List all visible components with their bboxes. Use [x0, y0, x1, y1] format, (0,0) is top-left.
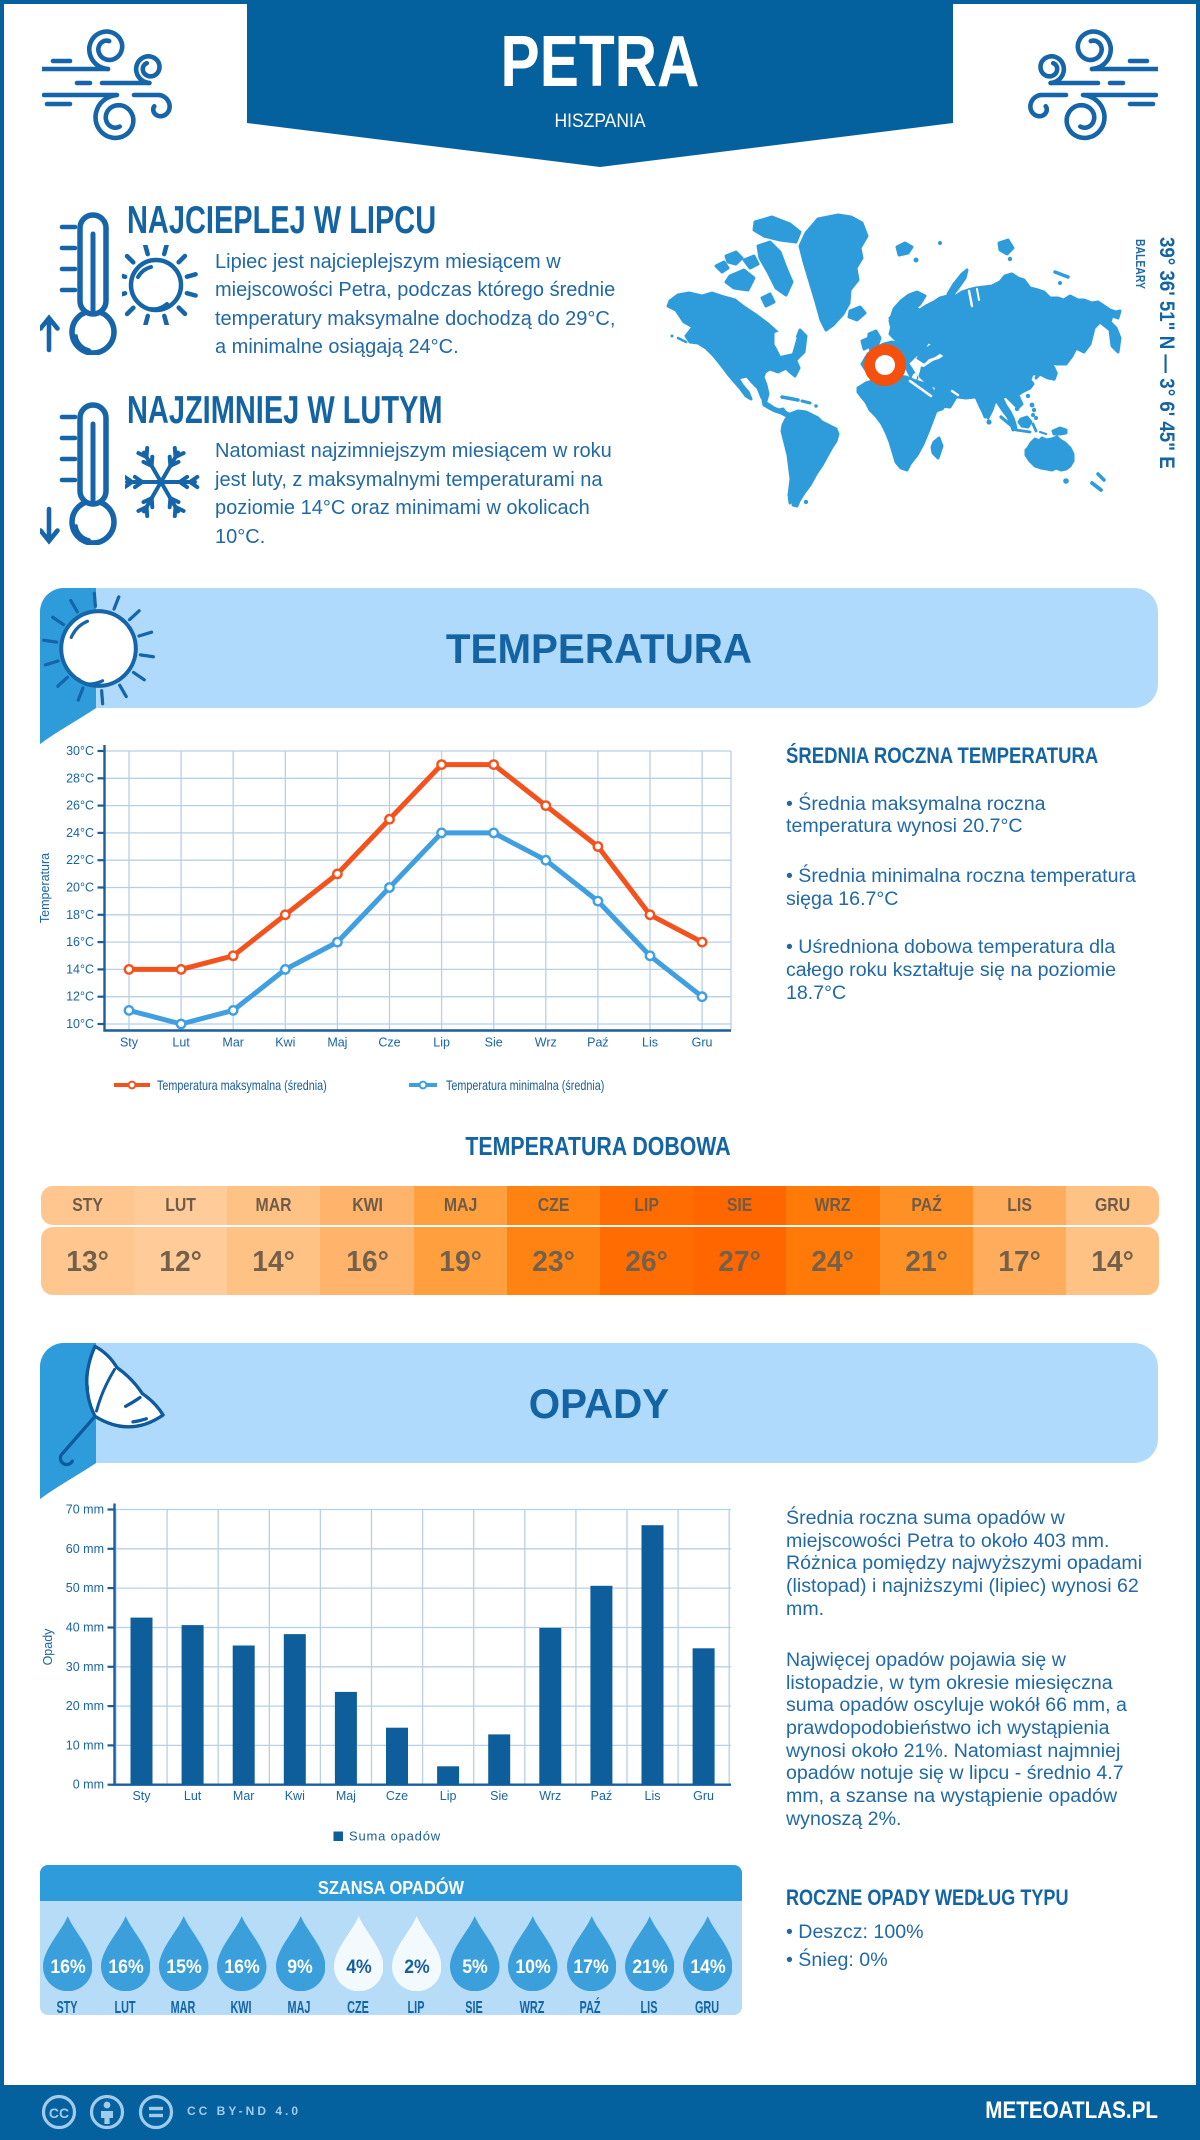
svg-text:Lip: Lip	[433, 1036, 450, 1050]
svg-text:CC: CC	[49, 2105, 69, 2121]
svg-text:Sie: Sie	[485, 1036, 503, 1050]
svg-text:50 mm: 50 mm	[66, 1581, 104, 1595]
svg-text:Lut: Lut	[184, 1789, 202, 1803]
svg-text:Lis: Lis	[645, 1789, 661, 1803]
svg-text:28°C: 28°C	[66, 771, 94, 785]
svg-text:16°C: 16°C	[66, 935, 94, 949]
svg-text:Gru: Gru	[693, 1789, 714, 1803]
svg-text:Cze: Cze	[378, 1036, 400, 1050]
svg-text:Mar: Mar	[222, 1036, 244, 1050]
svg-text:METEOATLAS.PL: METEOATLAS.PL	[985, 2097, 1158, 2124]
svg-text:Kwi: Kwi	[275, 1036, 295, 1050]
svg-text:Wrz: Wrz	[539, 1789, 561, 1803]
svg-text:Kwi: Kwi	[285, 1789, 305, 1803]
svg-text:CC BY-ND 4.0: CC BY-ND 4.0	[187, 2104, 301, 2118]
svg-text:Maj: Maj	[336, 1789, 356, 1803]
svg-text:Opady: Opady	[41, 1628, 55, 1666]
svg-text:Paź: Paź	[587, 1036, 609, 1050]
svg-text:30°C: 30°C	[66, 744, 94, 758]
svg-text:Sty: Sty	[120, 1036, 139, 1050]
svg-text:Temperatura: Temperatura	[38, 853, 52, 923]
svg-text:70 mm: 70 mm	[66, 1503, 104, 1517]
svg-text:Temperatura minimalna (średnia: Temperatura minimalna (średnia)	[446, 1078, 604, 1093]
svg-text:24°C: 24°C	[66, 826, 94, 840]
svg-text:Wrz: Wrz	[535, 1036, 557, 1050]
svg-text:Mar: Mar	[233, 1789, 255, 1803]
svg-text:Lut: Lut	[172, 1036, 190, 1050]
svg-text:Gru: Gru	[692, 1036, 713, 1050]
svg-text:0 mm: 0 mm	[73, 1778, 104, 1792]
svg-text:Maj: Maj	[327, 1036, 347, 1050]
svg-text:Cze: Cze	[386, 1789, 408, 1803]
svg-text:Lip: Lip	[440, 1789, 457, 1803]
svg-text:Paź: Paź	[591, 1789, 613, 1803]
svg-text:60 mm: 60 mm	[66, 1542, 104, 1556]
svg-text:Lis: Lis	[642, 1036, 658, 1050]
svg-text:Temperatura maksymalna (średni: Temperatura maksymalna (średnia)	[157, 1078, 327, 1093]
svg-text:30 mm: 30 mm	[66, 1660, 104, 1674]
svg-text:Sty: Sty	[132, 1789, 151, 1803]
svg-text:14°C: 14°C	[66, 962, 94, 976]
svg-text:Suma opadów: Suma opadów	[349, 1829, 441, 1844]
svg-text:Sie: Sie	[490, 1789, 508, 1803]
svg-text:26°C: 26°C	[66, 799, 94, 813]
svg-text:20 mm: 20 mm	[66, 1699, 104, 1713]
svg-text:10 mm: 10 mm	[66, 1738, 104, 1752]
svg-text:20°C: 20°C	[66, 881, 94, 895]
svg-text:10°C: 10°C	[66, 1017, 94, 1031]
svg-text:40 mm: 40 mm	[66, 1621, 104, 1635]
svg-text:22°C: 22°C	[66, 853, 94, 867]
svg-text:18°C: 18°C	[66, 908, 94, 922]
svg-text:12°C: 12°C	[66, 990, 94, 1004]
